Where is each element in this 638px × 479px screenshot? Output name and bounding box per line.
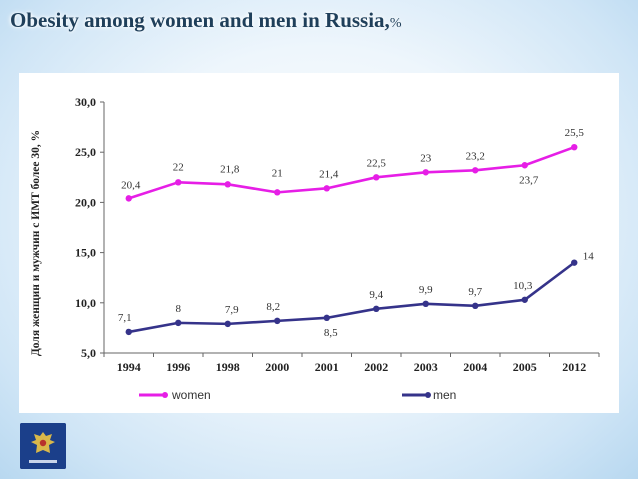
data-point-women [274, 189, 281, 196]
data-point-women [422, 169, 429, 176]
legend-marker-men [425, 392, 431, 398]
data-label-women: 23,2 [466, 150, 485, 162]
data-point-women [521, 162, 528, 169]
x-tick-label: 2003 [414, 360, 438, 374]
series-line-men [128, 261, 576, 334]
legend-label-men: men [433, 388, 456, 402]
data-point-men [224, 320, 231, 328]
data-point-men [571, 259, 578, 266]
y-tick-label: 10,0 [75, 296, 96, 310]
data-label-women: 20,4 [121, 179, 141, 191]
x-tick-label: 2012 [562, 360, 586, 374]
data-label-women: 21,8 [220, 163, 240, 175]
data-point-women [224, 181, 231, 188]
x-tick-label: 2001 [315, 360, 339, 374]
legend-marker-women [162, 392, 168, 398]
data-point-men [521, 296, 528, 303]
data-label-women: 22 [173, 161, 184, 173]
data-point-women [571, 143, 578, 151]
data-label-women: 21,4 [319, 168, 339, 180]
data-label-men: 10,3 [513, 280, 533, 292]
data-point-men [422, 300, 429, 308]
x-tick-label: 1994 [117, 360, 141, 374]
chart-panel: Доля женщин и мужчин с ИМТ более 30, % 5… [19, 73, 619, 413]
x-tick-label: 2004 [463, 360, 487, 374]
line-chart: 5,0 10,0 15,0 20,0 25,0 30,0 1994 1996 1998 2000 2… [75, 95, 600, 402]
slide-title-text: Obesity among women and men in Russia, [10, 8, 390, 32]
y-tick-label: 15,0 [75, 246, 96, 260]
data-label-women: 23,7 [519, 174, 539, 186]
y-tick-label: 5,0 [81, 346, 96, 360]
data-label-men: 14 [583, 251, 595, 263]
data-point-women [472, 167, 479, 174]
data-label-men: 8,5 [324, 327, 338, 339]
data-point-men [373, 305, 380, 313]
data-point-men [472, 302, 479, 310]
data-point-men [175, 319, 182, 327]
data-label-women: 23 [420, 152, 432, 164]
legend-label-women: women [171, 388, 211, 402]
data-label-men: 9,9 [419, 284, 433, 296]
x-tick-label: 2002 [364, 360, 388, 374]
y-tick-label: 30,0 [75, 95, 96, 109]
x-tick-label: 1996 [166, 360, 190, 374]
data-point-men [323, 314, 330, 322]
data-label-men: 9,4 [369, 289, 383, 301]
emblem-logo [20, 423, 66, 469]
x-tick-label: 2000 [265, 360, 289, 374]
data-point-women [323, 185, 330, 192]
x-tick-label: 1998 [216, 360, 240, 374]
data-point-men [125, 328, 132, 336]
series-line-women [128, 145, 575, 200]
eagle-icon [20, 423, 66, 469]
slide-title-unit: % [389, 16, 402, 31]
data-point-women [373, 174, 380, 181]
y-tick-label: 20,0 [75, 195, 96, 209]
data-label-men: 8 [176, 303, 182, 315]
data-label-men: 7,1 [118, 312, 132, 324]
data-label-women: 22,5 [367, 157, 387, 169]
slide-title: Obesity among women and men in Russia,% [10, 8, 401, 33]
x-tick-label: 2005 [513, 360, 537, 374]
data-label-men: 9,7 [468, 286, 482, 298]
data-point-women [125, 195, 132, 202]
data-label-women: 21 [272, 167, 283, 179]
data-label-men: 8,2 [266, 301, 280, 313]
y-tick-label: 25,0 [75, 145, 96, 159]
data-label-men: 7,9 [225, 304, 239, 316]
data-point-men [274, 317, 281, 325]
data-point-women [175, 179, 182, 186]
data-label-women: 25,5 [565, 127, 585, 139]
